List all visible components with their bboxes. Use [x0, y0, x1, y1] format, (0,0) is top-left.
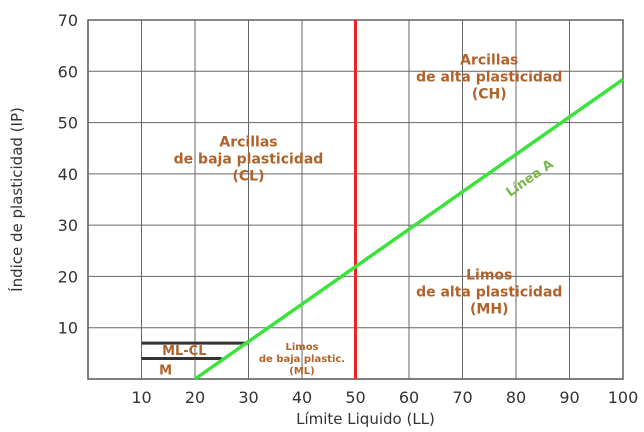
zone-label-5: M: [159, 363, 172, 378]
zone-label-0: Arcillas de baja plasticidad (CL): [174, 134, 324, 184]
zone-label-1: Arcillas de alta plasticidad (CH): [416, 52, 562, 102]
zone-label-0-line-2: (CL): [233, 168, 265, 184]
zone-label-2: Limos de alta plasticidad (MH): [416, 268, 562, 318]
y-tick-label-60: 60: [58, 62, 78, 81]
zone-label-3-line-0: Limos: [285, 342, 318, 353]
zone-label-2-line-1: de alta plasticidad: [416, 285, 562, 301]
line-a-label: Línea A: [504, 157, 557, 200]
zone-label-4: ML-CL: [162, 344, 206, 359]
zone-label-5-line-0: M: [159, 363, 172, 378]
zone-label-1-line-1: de alta plasticidad: [416, 69, 562, 85]
y-axis-title: Índice de plasticidad (IP): [7, 107, 26, 292]
x-tick-label-100: 100: [608, 388, 639, 407]
x-tick-label-10: 10: [131, 388, 151, 407]
zone-label-2-line-0: Limos: [466, 268, 512, 284]
x-tick-label-40: 40: [292, 388, 312, 407]
zone-label-3-line-2: (ML): [289, 366, 314, 377]
x-tick-label-60: 60: [399, 388, 419, 407]
y-tick-label-40: 40: [58, 165, 78, 184]
series-line-a: [193, 78, 625, 381]
y-tick-label-70: 70: [58, 11, 78, 30]
zone-label-0-line-0: Arcillas: [219, 134, 277, 150]
tick-labels: 10 20 30 40 50 60 70 80 90 100 10 20 30 40 50 60 70: [58, 11, 639, 407]
zone-labels: Arcillas de baja plasticidad (CL)Arcillas d…: [159, 52, 562, 378]
y-tick-label-50: 50: [58, 114, 78, 133]
y-tick-label-30: 30: [58, 216, 78, 235]
zone-label-0-line-1: de baja plasticidad: [174, 151, 324, 167]
y-tick-label-20: 20: [58, 267, 78, 286]
zone-label-3-line-1: de baja plastic.: [259, 354, 345, 365]
x-tick-label-20: 20: [185, 388, 205, 407]
x-axis-title: Límite Liquido (LL): [296, 410, 435, 428]
zone-label-1-line-2: (CH): [472, 86, 507, 102]
zone-label-1-line-0: Arcillas: [460, 52, 518, 68]
x-tick-label-90: 90: [559, 388, 579, 407]
x-tick-label-30: 30: [238, 388, 258, 407]
zone-label-4-line-0: ML-CL: [162, 344, 206, 359]
y-tick-label-10: 10: [58, 319, 78, 338]
x-tick-label-50: 50: [345, 388, 365, 407]
zone-label-2-line-2: (MH): [470, 302, 508, 318]
x-tick-label-70: 70: [452, 388, 472, 407]
x-tick-label-80: 80: [506, 388, 526, 407]
zone-label-3: Limos de baja plastic. (ML): [259, 342, 345, 377]
